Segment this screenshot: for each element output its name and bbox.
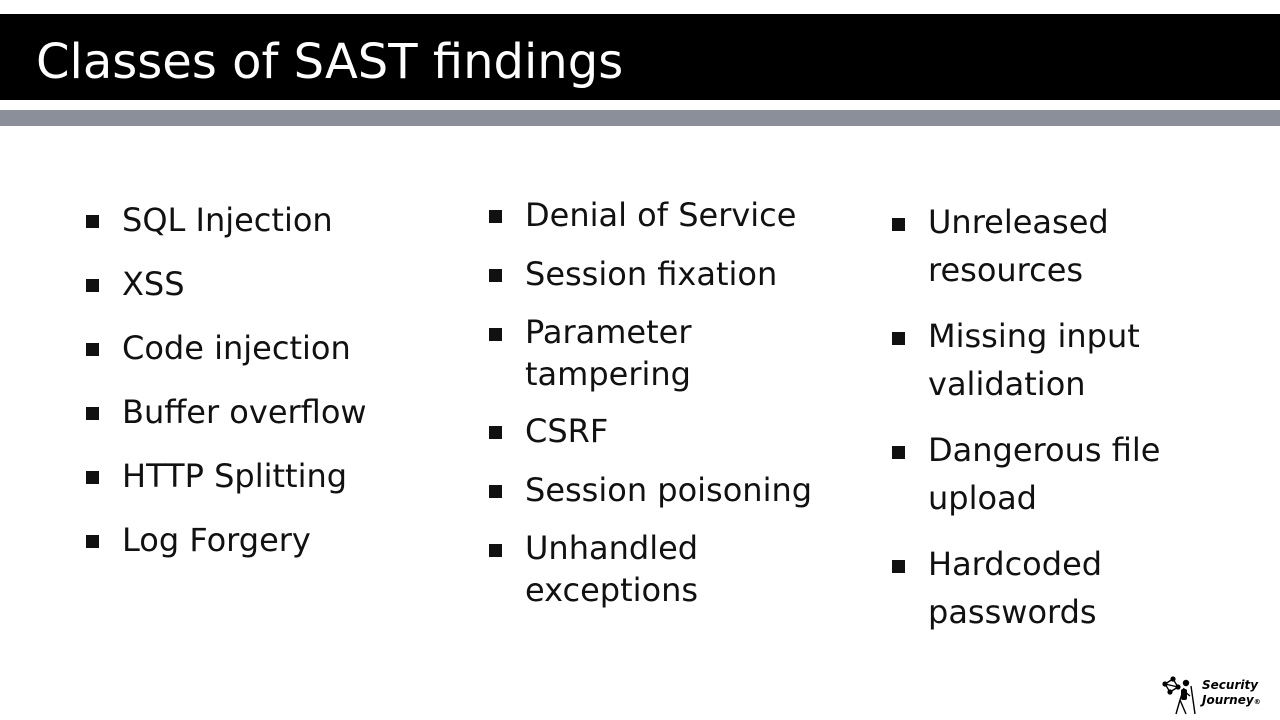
logo-line-2: Journey [1202,693,1254,707]
square-bullet-icon [892,560,905,573]
finding-label: Missing input validation [928,317,1140,403]
title-bar: Classes of SAST findings [0,14,1280,100]
hiker-network-icon [1162,676,1196,715]
square-bullet-icon [86,407,99,420]
title-divider [0,110,1280,126]
logo-wordmark: Security Journey® [1202,678,1261,710]
security-journey-logo: Security Journey® [1160,672,1264,716]
finding-label: Unreleased resources [928,203,1109,289]
finding-item: CSRF [489,409,859,454]
square-bullet-icon [489,485,502,498]
finding-label: CSRF [525,412,609,450]
finding-label: SQL Injection [122,201,333,239]
finding-item: Denial of Service [489,193,859,238]
square-bullet-icon [489,426,502,439]
square-bullet-icon [86,279,99,292]
finding-item: Session fixation [489,252,859,297]
finding-item: Session poisoning [489,468,859,513]
finding-label: Dangerous file upload [928,431,1161,517]
findings-column-2: Denial of Service Session fixation Param… [489,193,859,625]
finding-label: XSS [122,265,185,303]
finding-item: Dangerous file upload [892,426,1272,522]
square-bullet-icon [489,544,502,557]
finding-item: Log Forgery [86,518,456,563]
square-bullet-icon [489,210,502,223]
finding-label: Buffer overflow [122,393,367,431]
square-bullet-icon [892,446,905,459]
finding-label: Session poisoning [525,471,813,509]
finding-item: Hardcoded passwords [892,540,1272,636]
square-bullet-icon [489,328,502,341]
finding-item: XSS [86,262,456,307]
slide-title: Classes of SAST findings [36,34,624,90]
finding-item: HTTP Splitting [86,454,456,499]
finding-item: Missing input validation [892,312,1272,408]
finding-label: HTTP Splitting [122,457,348,495]
logo-line-1: Security [1202,678,1259,692]
findings-column-1: SQL Injection XSS Code injection Buffer … [86,198,456,582]
square-bullet-icon [489,269,502,282]
square-bullet-icon [892,332,905,345]
finding-label: Parameter tampering [525,313,692,393]
finding-label: Log Forgery [122,521,311,559]
findings-column-3: Unreleased resources Missing input validat… [892,198,1272,654]
registered-mark: ® [1253,698,1261,706]
finding-item: Code injection [86,326,456,371]
finding-label: Session fixation [525,255,778,293]
square-bullet-icon [86,343,99,356]
square-bullet-icon [86,471,99,484]
finding-item: Buffer overflow [86,390,456,435]
finding-item: SQL Injection [86,198,456,243]
finding-label: Unhandled exceptions [525,529,699,609]
square-bullet-icon [86,535,99,548]
finding-label: Hardcoded passwords [928,545,1103,631]
finding-item: Unreleased resources [892,198,1272,294]
finding-label: Denial of Service [525,196,797,234]
square-bullet-icon [892,218,905,231]
finding-label: Code injection [122,329,351,367]
finding-item: Unhandled exceptions [489,527,859,611]
square-bullet-icon [86,215,99,228]
finding-item: Parameter tampering [489,311,859,395]
